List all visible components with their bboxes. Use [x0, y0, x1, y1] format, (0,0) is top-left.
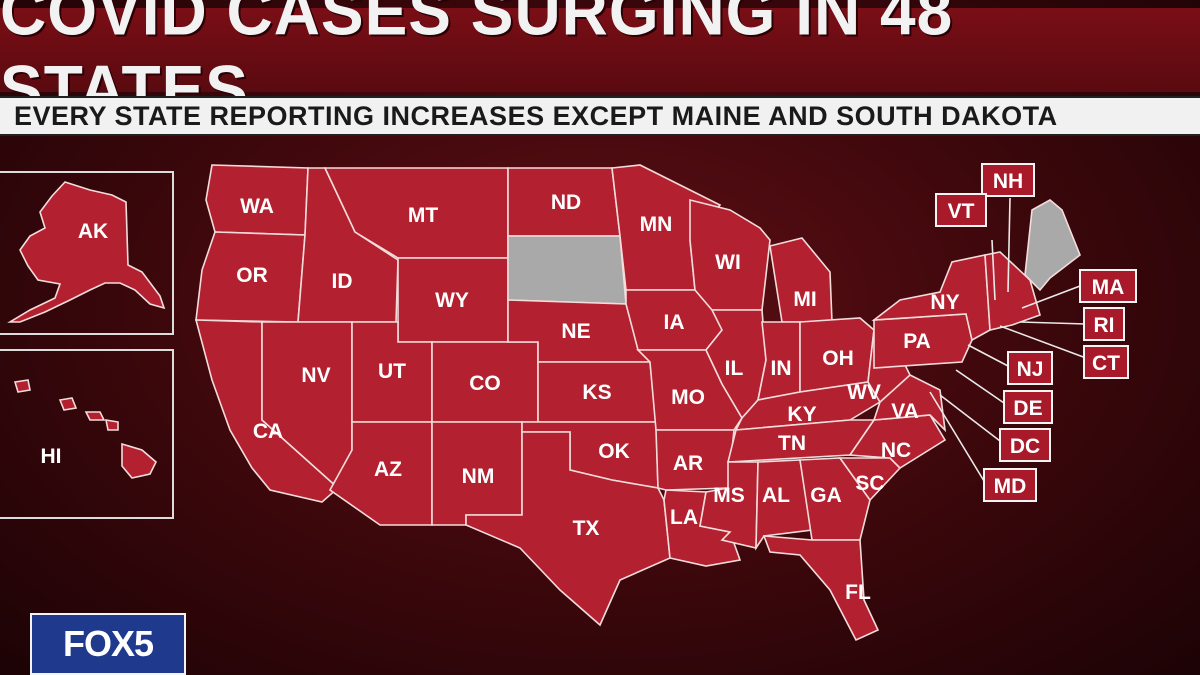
label-TN: TN: [778, 432, 806, 455]
callout-label-NH: NH: [993, 170, 1023, 193]
label-FL: FL: [845, 581, 871, 604]
label-VA: VA: [891, 400, 919, 423]
label-LA: LA: [670, 506, 698, 529]
callout-NH: NH: [981, 163, 1035, 197]
callout-label-CT: CT: [1092, 352, 1120, 375]
label-NV: NV: [301, 364, 330, 387]
label-SC: SC: [855, 472, 884, 495]
label-MS: MS: [713, 484, 745, 507]
state-GA: [799, 457, 871, 541]
label-GA: GA: [810, 484, 842, 507]
label-MI: MI: [793, 288, 816, 311]
callout-DE: DE: [1003, 390, 1053, 424]
state-MI: [769, 237, 833, 323]
label-IN: IN: [771, 357, 792, 380]
headline-banner: COVID CASES SURGING IN 48 STATES: [0, 0, 1200, 127]
state-FL: [762, 535, 880, 642]
label-IA: IA: [664, 311, 685, 334]
state-NE-region: [984, 251, 1041, 331]
callout-label-MA: MA: [1092, 276, 1125, 299]
fox5-logo: FOX5: [30, 613, 186, 675]
label-NE: NE: [561, 320, 590, 343]
callout-CT: CT: [1083, 345, 1129, 379]
label-AZ: AZ: [374, 458, 402, 481]
label-KS: KS: [582, 381, 611, 404]
label-MO: MO: [671, 386, 705, 409]
callout-label-MD: MD: [994, 475, 1027, 498]
label-NY: NY: [930, 291, 959, 314]
subheadline: EVERY STATE REPORTING INCREASES EXCEPT M…: [14, 101, 1058, 131]
callout-label-NJ: NJ: [1017, 358, 1044, 381]
label-NM: NM: [462, 465, 495, 488]
state-AR: [655, 429, 735, 491]
callout-MD: MD: [983, 468, 1037, 502]
label-CA: CA: [253, 420, 283, 443]
label-WI: WI: [715, 251, 741, 274]
label-KY: KY: [787, 403, 816, 426]
label-NC: NC: [881, 439, 911, 462]
label-WY: WY: [435, 289, 469, 312]
label-MT: MT: [408, 204, 438, 227]
state-AL: [755, 459, 813, 551]
label-CO: CO: [469, 372, 501, 395]
label-WA: WA: [240, 195, 274, 218]
state-SD: [507, 235, 627, 305]
state-ME: [1024, 199, 1081, 292]
label-HI: HI: [41, 445, 62, 468]
hawaii-inset-frame: [0, 349, 174, 519]
label-MN: MN: [640, 213, 673, 236]
callout-label-DC: DC: [1010, 435, 1040, 458]
state-AK: [7, 181, 166, 323]
label-AK: AK: [78, 220, 108, 243]
logo-text: FOX5: [62, 623, 154, 664]
label-AR: AR: [673, 452, 703, 475]
callout-label-RI: RI: [1094, 314, 1115, 337]
label-AL: AL: [762, 484, 790, 507]
label-OK: OK: [598, 440, 630, 463]
state-HI: [13, 379, 157, 479]
alaska-inset-frame: [0, 171, 174, 335]
callout-label-VT: VT: [948, 200, 975, 223]
label-OR: OR: [236, 264, 268, 287]
state-TX: [465, 431, 671, 627]
callout-DC: DC: [999, 428, 1051, 462]
subheadline-bar: EVERY STATE REPORTING INCREASES EXCEPT M…: [0, 96, 1200, 136]
headline: COVID CASES SURGING IN 48 STATES: [0, 0, 954, 127]
callout-RI: RI: [1083, 307, 1125, 341]
label-ND: ND: [551, 191, 581, 214]
callout-label-DE: DE: [1013, 397, 1042, 420]
label-WV: WV: [847, 381, 881, 404]
callout-MA: MA: [1079, 269, 1137, 303]
label-PA: PA: [903, 330, 931, 353]
label-IL: IL: [725, 357, 744, 380]
label-TX: TX: [573, 517, 600, 540]
callout-NJ: NJ: [1007, 351, 1053, 385]
callout-VT: VT: [935, 193, 987, 227]
label-OH: OH: [822, 347, 854, 370]
label-UT: UT: [378, 360, 406, 383]
label-ID: ID: [332, 270, 353, 293]
